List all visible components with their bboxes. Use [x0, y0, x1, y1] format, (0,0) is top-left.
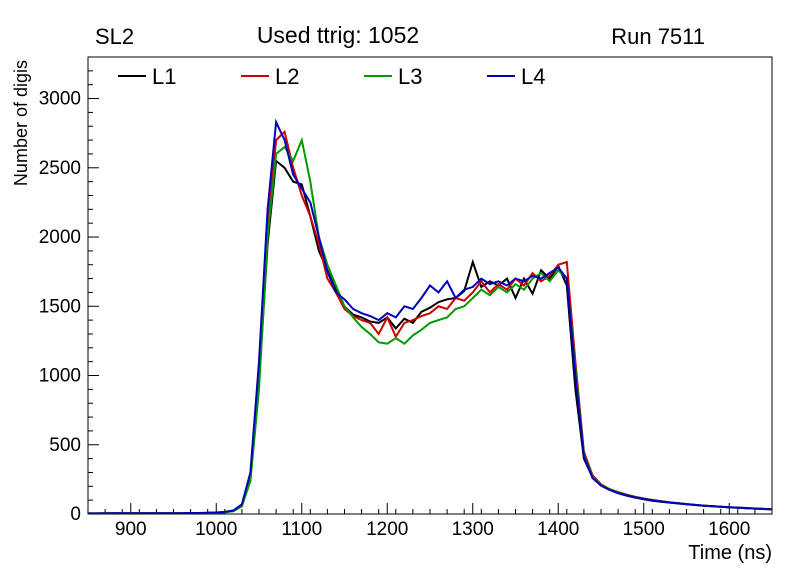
y-tick-label: 500: [49, 435, 81, 456]
y-tick-label: 0: [70, 504, 81, 525]
x-tick-label: 1300: [452, 519, 494, 540]
y-tick-label: 2500: [39, 158, 81, 179]
pad-label: SL2: [95, 24, 135, 49]
series-lines: [88, 118, 772, 514]
legend: L1 L2 L3 L4: [118, 64, 545, 89]
axes-ticks: [88, 70, 756, 515]
legend-entry-L1: L1: [118, 64, 176, 89]
y-tick-label: 1500: [39, 296, 81, 317]
y-axis-title: Number of digis: [11, 60, 31, 186]
plot-title: Used ttrig: 1052: [256, 22, 420, 48]
axis-tick-labels: 900 1000 1100 1200 1300 1400 1500 1600 0 500 1000 1…: [39, 89, 751, 540]
y-tick-label: 1000: [39, 366, 81, 387]
legend-entry-L3: L3: [364, 64, 422, 89]
legend-label: L1: [152, 64, 176, 89]
y-tick-label: 3000: [39, 89, 81, 110]
legend-entry-L2: L2: [241, 64, 299, 89]
series-line-L1: [88, 158, 772, 514]
x-tick-label: 1000: [195, 519, 237, 540]
x-tick-label: 1100: [281, 519, 322, 540]
x-tick-label: 1600: [708, 519, 750, 540]
legend-label: L2: [275, 64, 299, 89]
x-tick-label: 1200: [366, 519, 408, 540]
series-line-L3: [88, 136, 772, 514]
series-line-L4: [88, 118, 772, 514]
legend-label: L3: [398, 64, 422, 89]
x-tick-label: 1400: [537, 519, 579, 540]
x-axis-title: Time (ns): [688, 542, 772, 564]
y-tick-label: 2000: [39, 227, 81, 248]
legend-label: L4: [521, 64, 545, 89]
run-label: Run 7511: [611, 24, 705, 49]
x-tick-label: 900: [115, 519, 147, 540]
legend-entry-L4: L4: [487, 64, 545, 89]
x-tick-label: 1500: [623, 519, 665, 540]
